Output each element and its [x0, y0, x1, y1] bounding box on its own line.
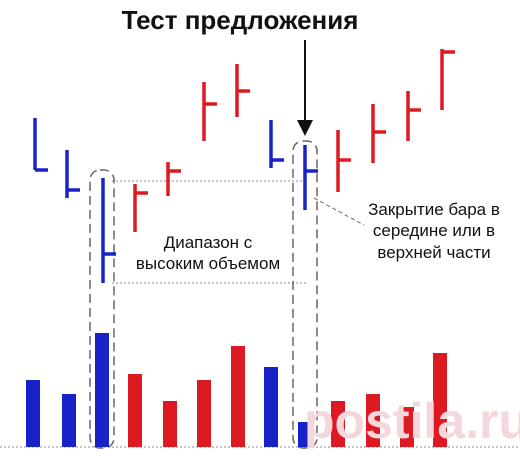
price-bar-12: [406, 91, 421, 141]
volume-bar-7: [231, 346, 245, 447]
volume-bar-13: [433, 353, 447, 447]
volume-bar-2: [62, 394, 76, 447]
price-bar-8: [269, 120, 284, 168]
high-volume-range-label-line-2: высоким объемом: [135, 254, 281, 273]
bar-close-label-line-1: Закрытие бара в: [368, 200, 500, 219]
price-bar-1: [33, 118, 48, 172]
volume-bar-5: [163, 401, 177, 447]
volume-bar-3: [95, 333, 109, 447]
high-volume-range-label-line-1: Диапазон с: [163, 233, 253, 252]
price-bar-7: [235, 64, 250, 117]
price-bar-3: [101, 178, 116, 283]
bar-close-label-line-2: середине или в: [372, 221, 496, 240]
watermark-logo: postila.ru: [304, 393, 520, 449]
volume-bar-10: [331, 401, 345, 447]
volume-bar-4: [128, 374, 142, 447]
bar-close-leader-line: [313, 197, 365, 226]
volume-bar-1: [26, 380, 40, 447]
volume-bar-9: [298, 422, 312, 447]
title-arrow-head: [297, 120, 313, 136]
price-bar-5: [166, 162, 181, 196]
volume-bar-11: [366, 394, 380, 447]
diagram-title: Тест предложения: [121, 5, 359, 35]
volume-bar-8: [264, 367, 278, 447]
price-bar-4: [133, 184, 148, 232]
price-bar-9: [303, 145, 318, 210]
bar-close-label-line-3: верхней части: [377, 243, 491, 262]
price-bar-13: [440, 49, 455, 110]
volume-bar-12: [400, 407, 414, 447]
watermark-text: postila.ru: [304, 393, 520, 449]
price-bar-2: [65, 150, 80, 198]
price-bar-6: [202, 82, 217, 141]
test-bar-highlight: [292, 140, 318, 449]
high-volume-bar-highlight: [89, 169, 115, 449]
volume-bar-6: [197, 380, 211, 447]
price-bar-11: [371, 104, 386, 163]
price-bar-10: [336, 130, 351, 192]
